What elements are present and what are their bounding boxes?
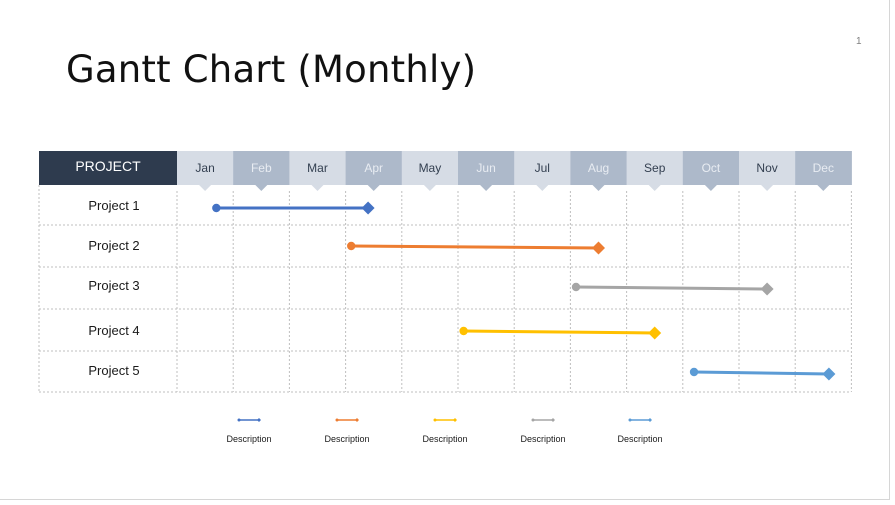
gantt-bar: [347, 242, 605, 255]
legend-swatch-start: [238, 419, 241, 422]
legend-label: Description: [422, 434, 467, 444]
month-label-jun: Jun: [476, 161, 495, 175]
legend-label: Description: [226, 434, 271, 444]
legend-label: Description: [324, 434, 369, 444]
legend-label: Description: [617, 434, 662, 444]
legend-swatch-start: [629, 419, 632, 422]
legend-swatch-start: [434, 419, 437, 422]
legend-item: Description: [617, 418, 662, 444]
month-label-jan: Jan: [195, 161, 214, 175]
gantt-bar-start-dot: [347, 242, 355, 250]
month-pointer-sep: [649, 185, 661, 191]
month-label-jul: Jul: [535, 161, 550, 175]
project-label: Project 3: [88, 278, 139, 293]
month-label-dec: Dec: [813, 161, 834, 175]
month-label-mar: Mar: [307, 161, 328, 175]
month-header-row: Jan Feb Mar Apr May Jun Jul Aug Sep Oct Nov Dec: [177, 151, 852, 191]
gantt-bar: [572, 283, 774, 296]
gantt-bar-end-diamond: [592, 242, 605, 255]
legend-swatch-end: [551, 418, 555, 422]
month-label-may: May: [419, 161, 442, 175]
legend-swatch-end: [257, 418, 261, 422]
month-pointer-dec: [817, 185, 829, 191]
legend-swatch-end: [648, 418, 652, 422]
project-header-label: PROJECT: [75, 158, 141, 174]
month-pointer-jul: [536, 185, 548, 191]
month-pointer-feb: [255, 185, 267, 191]
project-label: Project 5: [88, 363, 139, 378]
gantt-bar-line: [351, 246, 598, 248]
gantt-bar: [690, 368, 836, 381]
gantt-bar-line: [694, 372, 829, 374]
month-pointer-oct: [705, 185, 717, 191]
gantt-bar-start-dot: [212, 204, 220, 212]
legend: Description Description Description Descrip…: [226, 418, 662, 444]
legend-item: Description: [324, 418, 369, 444]
month-pointer-may: [424, 185, 436, 191]
gantt-bar-end-diamond: [761, 283, 774, 296]
gantt-bar-line: [464, 331, 655, 333]
legend-label: Description: [520, 434, 565, 444]
month-label-feb: Feb: [251, 161, 272, 175]
gantt-bar-end-diamond: [822, 368, 835, 381]
project-label: Project 4: [88, 323, 139, 338]
month-label-apr: Apr: [364, 161, 383, 175]
project-label: Project 1: [88, 198, 139, 213]
month-pointer-nov: [761, 185, 773, 191]
legend-item: Description: [422, 418, 467, 444]
gantt-bar: [212, 202, 374, 215]
month-pointer-jan: [199, 185, 211, 191]
month-label-oct: Oct: [702, 161, 721, 175]
month-label-aug: Aug: [588, 161, 609, 175]
legend-item: Description: [520, 418, 565, 444]
gantt-bar-start-dot: [690, 368, 698, 376]
legend-swatch-start: [532, 419, 535, 422]
month-label-nov: Nov: [756, 161, 777, 175]
gantt-header: PROJECT: [39, 151, 177, 185]
gantt-bar-line: [576, 287, 767, 289]
month-pointer-apr: [368, 185, 380, 191]
project-label: Project 2: [88, 238, 139, 253]
gantt-bar-start-dot: [459, 327, 467, 335]
gantt-bar-start-dot: [572, 283, 580, 291]
month-pointer-jun: [480, 185, 492, 191]
legend-swatch-end: [355, 418, 359, 422]
gantt-bars: [212, 202, 835, 381]
legend-item: Description: [226, 418, 271, 444]
gantt-bar-end-diamond: [648, 327, 661, 340]
legend-swatch-start: [336, 419, 339, 422]
gantt-bar: [459, 327, 661, 340]
legend-swatch-end: [453, 418, 457, 422]
month-pointer-aug: [593, 185, 605, 191]
gantt-bar-end-diamond: [362, 202, 375, 215]
month-label-sep: Sep: [644, 161, 666, 175]
month-pointer-mar: [312, 185, 324, 191]
